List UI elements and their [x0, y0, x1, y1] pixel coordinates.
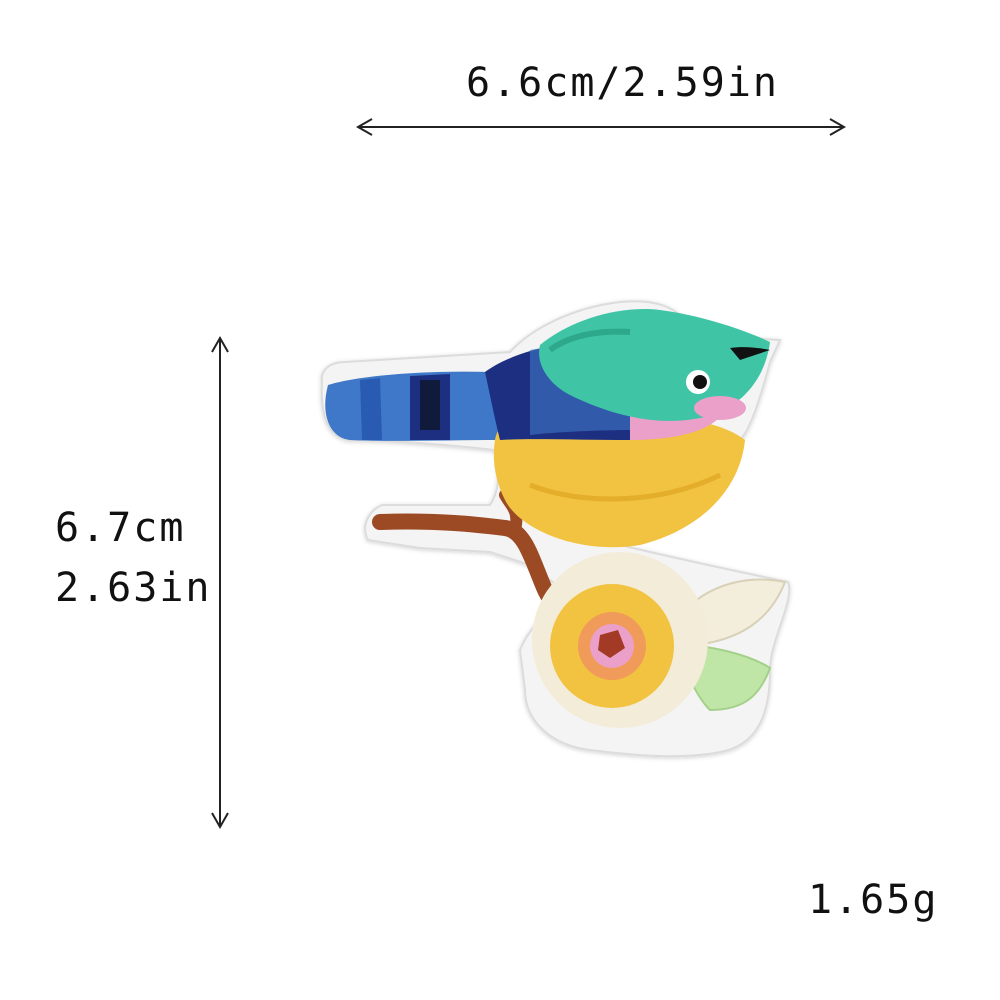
- weight-label: 1.65g: [808, 877, 939, 923]
- height-arrow: [211, 335, 229, 830]
- bird-patch-image: [320, 300, 791, 758]
- height-in-label: 2.63in: [55, 565, 212, 611]
- width-arrow: [355, 118, 847, 136]
- bird-beak: [730, 347, 770, 360]
- width-measurement-label: 6.6cm/2.59in: [466, 60, 779, 106]
- height-cm-label: 6.7cm: [55, 505, 186, 551]
- bird-belly: [493, 408, 745, 548]
- bird-head: [539, 309, 770, 421]
- flower: [532, 552, 708, 728]
